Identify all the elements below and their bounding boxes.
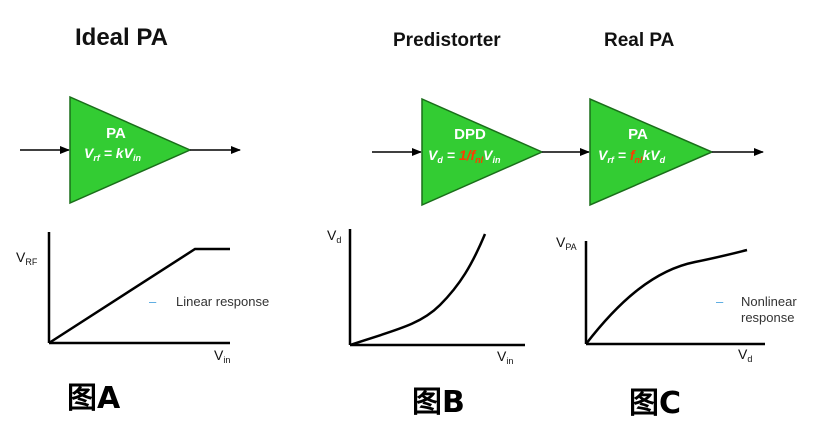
caption-b: 图B	[412, 385, 465, 420]
caption-a: 图A	[67, 381, 121, 416]
title-predistorter: Predistorter	[393, 30, 501, 51]
graph-a-x-label: Vin	[214, 347, 230, 365]
graph-b-y-label: Vd	[327, 227, 341, 245]
graph-c-response-curve	[585, 248, 748, 345]
dpd-label: DPD	[454, 126, 486, 143]
graph-a-response-curve	[48, 247, 230, 345]
graph-c-legend-line2: response	[741, 310, 794, 325]
graph-c-legend-line1: Nonlinear	[741, 294, 797, 309]
title-ideal-pa: Ideal PA	[75, 24, 168, 51]
dpd-equation: Vd = 1/fnlVin	[428, 147, 501, 165]
graph-c-legend-dash: –	[716, 294, 724, 309]
graph-b-response-curve	[349, 233, 487, 347]
graph-b: Vd Vin	[327, 227, 525, 366]
real-pa-triangle	[589, 97, 714, 207]
graph-b-x-label: Vin	[497, 348, 513, 366]
ideal-pa-label: PA	[106, 125, 126, 142]
graph-a-legend: Linear response	[176, 294, 269, 309]
ideal-pa-block: PA Vrf = kVin	[20, 95, 241, 205]
graph-c-y-label: VPA	[556, 234, 577, 252]
ideal-pa-triangle	[69, 95, 192, 205]
real-pa-block: PA Vrf = fnlkVd	[589, 97, 764, 207]
real-pa-label: PA	[628, 126, 648, 143]
graph-a-y-label: VRF	[16, 249, 38, 267]
real-pa-equation: Vrf = fnlkVd	[598, 147, 666, 165]
graph-a-legend-dash: –	[149, 294, 157, 309]
ideal-pa-equation: Vrf = kVin	[84, 145, 141, 163]
graph-a: VRF Vin – Linear response	[16, 232, 269, 365]
graph-c: VPA Vd – Nonlinear response	[556, 234, 797, 364]
graph-c-x-label: Vd	[738, 346, 752, 364]
dpd-triangle	[421, 97, 544, 207]
title-real-pa: Real PA	[604, 30, 675, 51]
caption-c: 图C	[629, 386, 681, 421]
dpd-block: DPD Vd = 1/fnlVin	[372, 97, 590, 207]
